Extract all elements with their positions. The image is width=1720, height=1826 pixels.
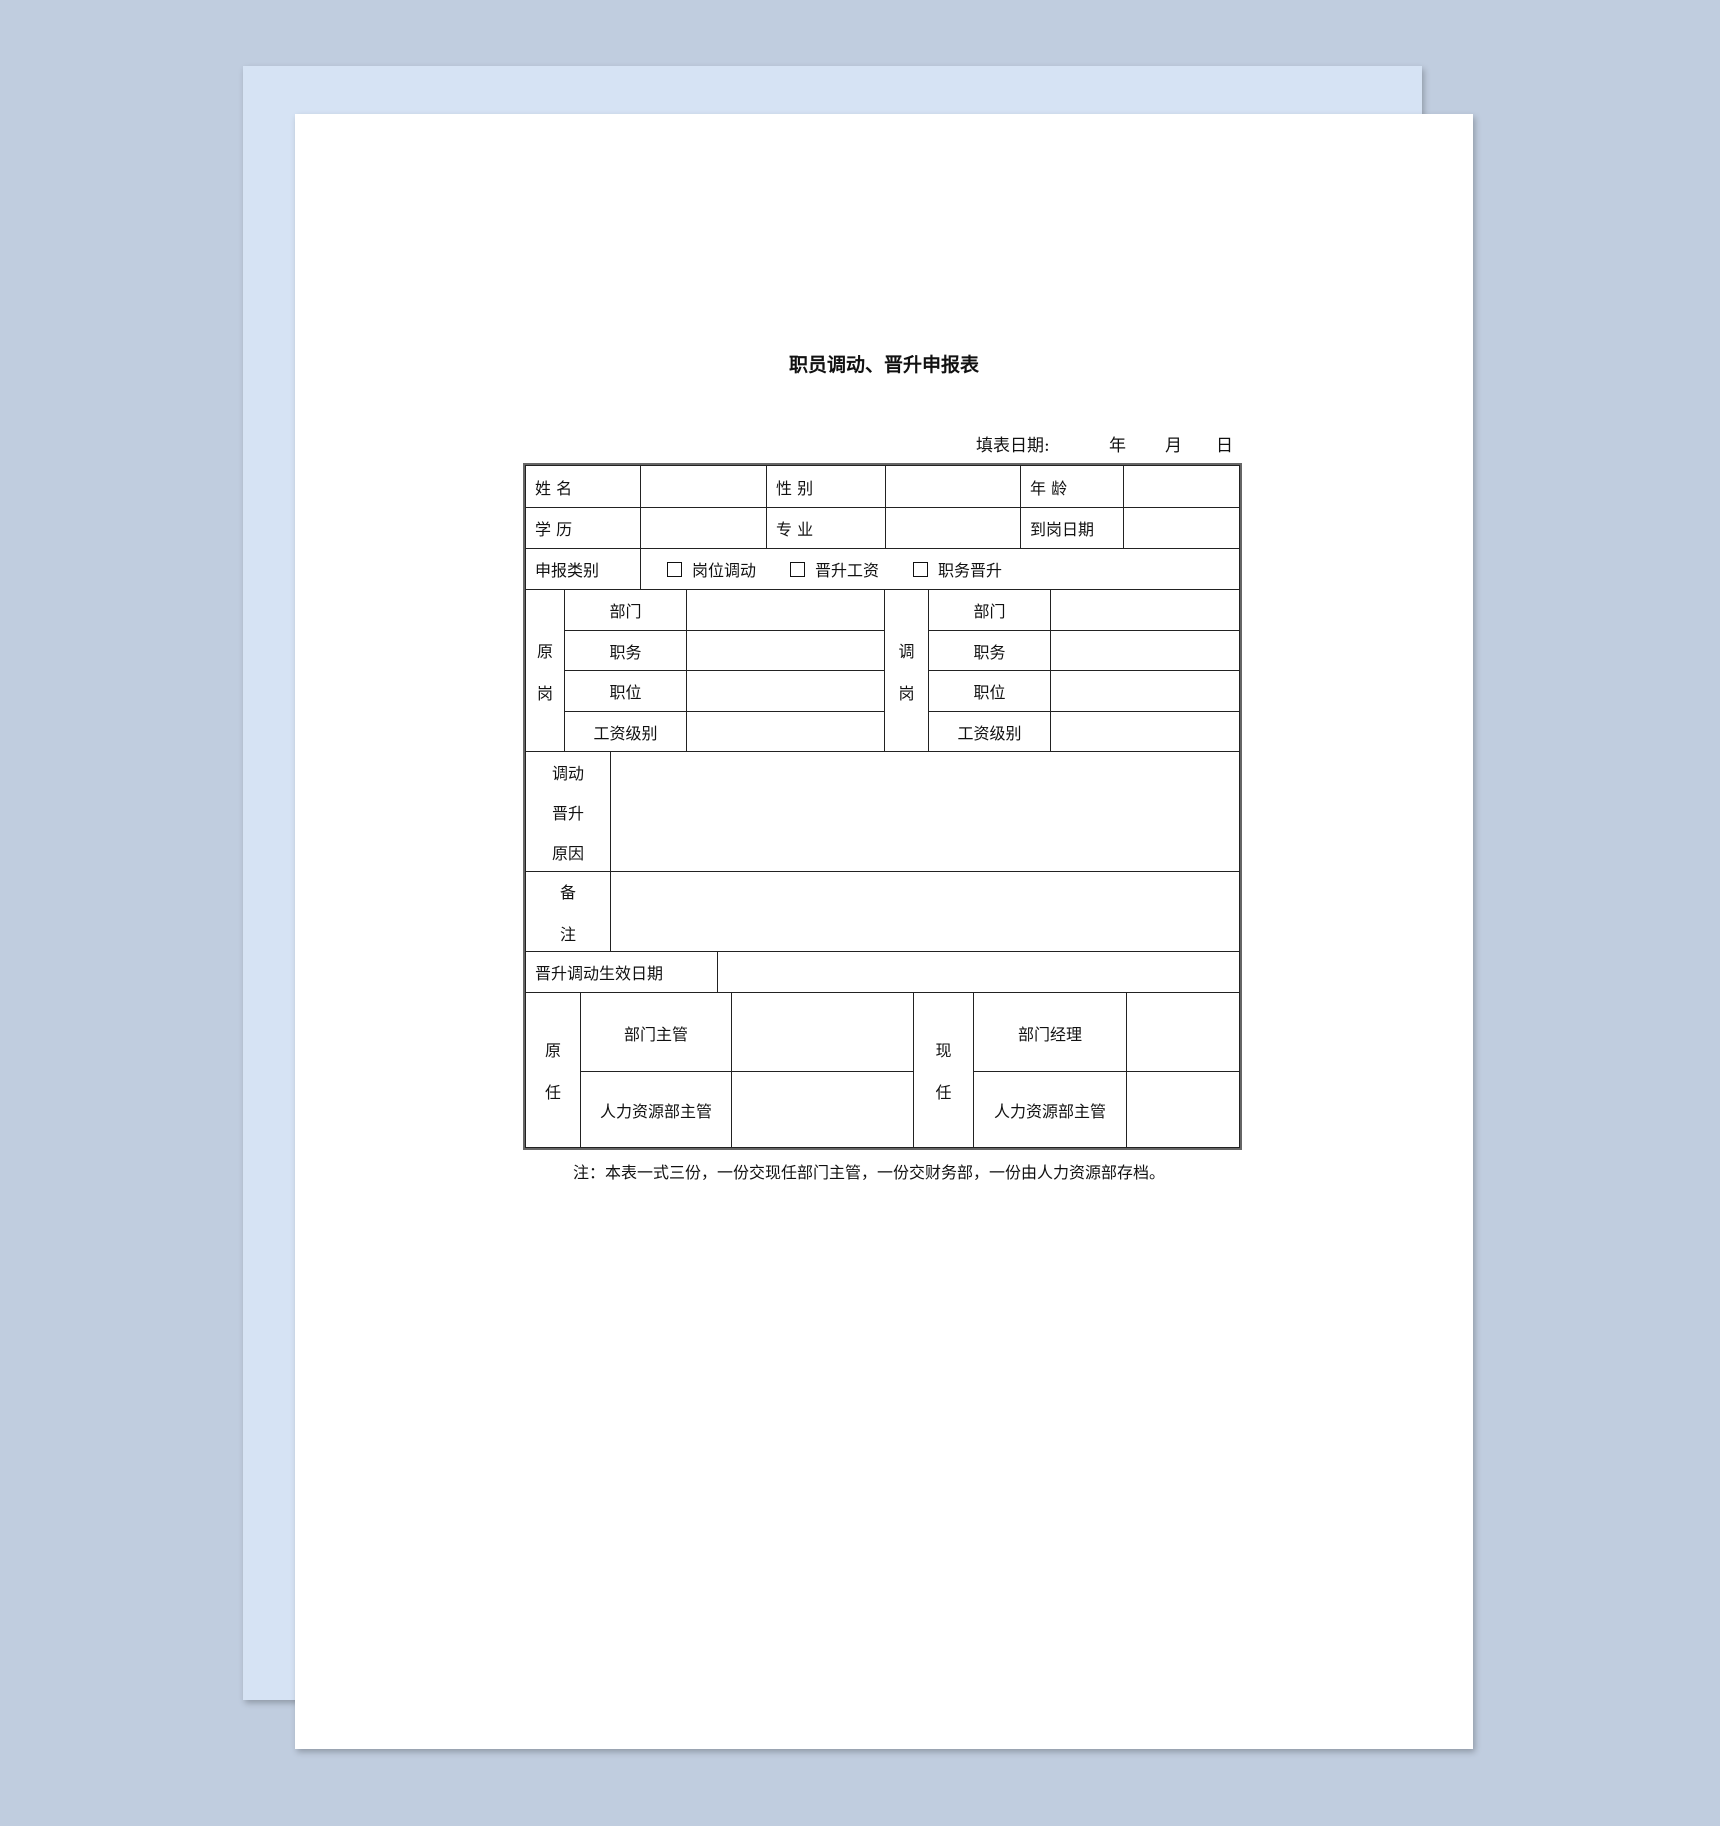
effective-date-label: 晋升调动生效日期 <box>525 951 718 993</box>
effective-date-field[interactable] <box>717 951 1240 993</box>
option-label: 岗位调动 <box>692 561 757 580</box>
fill-date-month: 月 <box>1165 436 1182 456</box>
option-promotion[interactable]: 职务晋升 <box>913 557 1002 581</box>
former-label: 原 任 <box>525 992 581 1148</box>
reason-field[interactable] <box>610 751 1240 872</box>
age-label: 年 龄 <box>1020 465 1124 508</box>
label-line: 晋升 <box>551 803 584 823</box>
major-field[interactable] <box>885 507 1021 549</box>
current-hr-head-label: 人力资源部主管 <box>973 1071 1127 1148</box>
orig-dept-label: 部门 <box>564 589 687 631</box>
start-date-label: 到岗日期 <box>1020 507 1124 549</box>
label-char: 原 <box>544 1041 561 1060</box>
application-table: 姓 名 性 别 年 龄 学 历 专 业 到岗日期 申报类别 岗位调动 晋升工资 … <box>523 463 1242 1150</box>
new-salary-label: 工资级别 <box>928 711 1051 752</box>
label-char: 岗 <box>898 683 915 703</box>
orig-duty-field[interactable] <box>686 630 885 671</box>
fill-date-year: 年 <box>1109 436 1126 456</box>
label-char: 注 <box>559 924 576 944</box>
document-page: 职员调动、晋升申报表 填表日期: 年 月 日 姓 名 性 别 年 龄 学 历 专… <box>295 114 1473 1749</box>
start-date-field[interactable] <box>1123 507 1240 549</box>
original-post-label: 原 岗 <box>525 589 565 752</box>
fill-date-label: 填表日期: <box>976 436 1050 456</box>
category-label: 申报类别 <box>525 548 641 590</box>
former-dept-head-signature[interactable] <box>731 992 914 1072</box>
education-label: 学 历 <box>525 507 641 549</box>
name-field[interactable] <box>640 465 767 508</box>
current-label: 现 任 <box>913 992 974 1148</box>
form-title: 职员调动、晋升申报表 <box>788 354 979 376</box>
former-dept-head-label: 部门主管 <box>580 992 732 1072</box>
education-field[interactable] <box>640 507 767 549</box>
orig-dept-field[interactable] <box>686 589 885 631</box>
checkbox-icon[interactable] <box>667 561 682 577</box>
reason-label: 调动 晋升 原因 <box>525 751 611 872</box>
remarks-label: 备 注 <box>525 871 611 952</box>
category-options: 岗位调动 晋升工资 职务晋升 <box>640 548 1240 590</box>
label-char: 备 <box>559 882 576 902</box>
footnote: 注：本表一式三份，一份交现任部门主管，一份交财务部，一份由人力资源部存档。 <box>573 1163 1166 1182</box>
new-duty-field[interactable] <box>1050 630 1240 671</box>
checkbox-icon[interactable] <box>913 561 929 577</box>
fill-date-day: 日 <box>1216 436 1233 456</box>
option-label: 职务晋升 <box>938 561 1003 580</box>
option-post-transfer[interactable]: 岗位调动 <box>667 557 756 581</box>
age-field[interactable] <box>1123 465 1240 508</box>
label-line: 调动 <box>551 763 584 783</box>
name-label: 姓 名 <box>525 465 641 508</box>
new-position-label: 职位 <box>928 670 1051 712</box>
orig-duty-label: 职务 <box>564 630 687 671</box>
former-hr-head-signature[interactable] <box>731 1071 914 1148</box>
orig-position-label: 职位 <box>564 670 687 712</box>
label-char: 调 <box>898 641 915 661</box>
orig-position-field[interactable] <box>686 670 885 712</box>
new-salary-field[interactable] <box>1050 711 1240 752</box>
new-position-field[interactable] <box>1050 670 1240 712</box>
gender-label: 性 别 <box>766 465 886 508</box>
current-dept-manager-label: 部门经理 <box>973 992 1127 1072</box>
label-char: 岗 <box>536 683 553 703</box>
gender-field[interactable] <box>885 465 1021 508</box>
orig-salary-field[interactable] <box>686 711 885 752</box>
label-line: 原因 <box>551 843 584 863</box>
new-duty-label: 职务 <box>928 630 1051 671</box>
former-hr-head-label: 人力资源部主管 <box>580 1071 732 1148</box>
label-char: 任 <box>544 1083 561 1102</box>
new-post-label: 调 岗 <box>884 589 929 752</box>
major-label: 专 业 <box>766 507 886 549</box>
new-dept-label: 部门 <box>928 589 1051 631</box>
current-hr-head-signature[interactable] <box>1126 1071 1240 1148</box>
label-char: 原 <box>536 641 553 661</box>
remarks-field[interactable] <box>610 871 1240 952</box>
current-dept-manager-signature[interactable] <box>1126 992 1240 1072</box>
orig-salary-label: 工资级别 <box>564 711 687 752</box>
option-label: 晋升工资 <box>815 561 880 580</box>
new-dept-field[interactable] <box>1050 589 1240 631</box>
label-char: 现 <box>935 1041 952 1060</box>
checkbox-icon[interactable] <box>790 561 806 577</box>
option-salary-raise[interactable]: 晋升工资 <box>790 557 879 581</box>
label-char: 任 <box>935 1083 952 1102</box>
